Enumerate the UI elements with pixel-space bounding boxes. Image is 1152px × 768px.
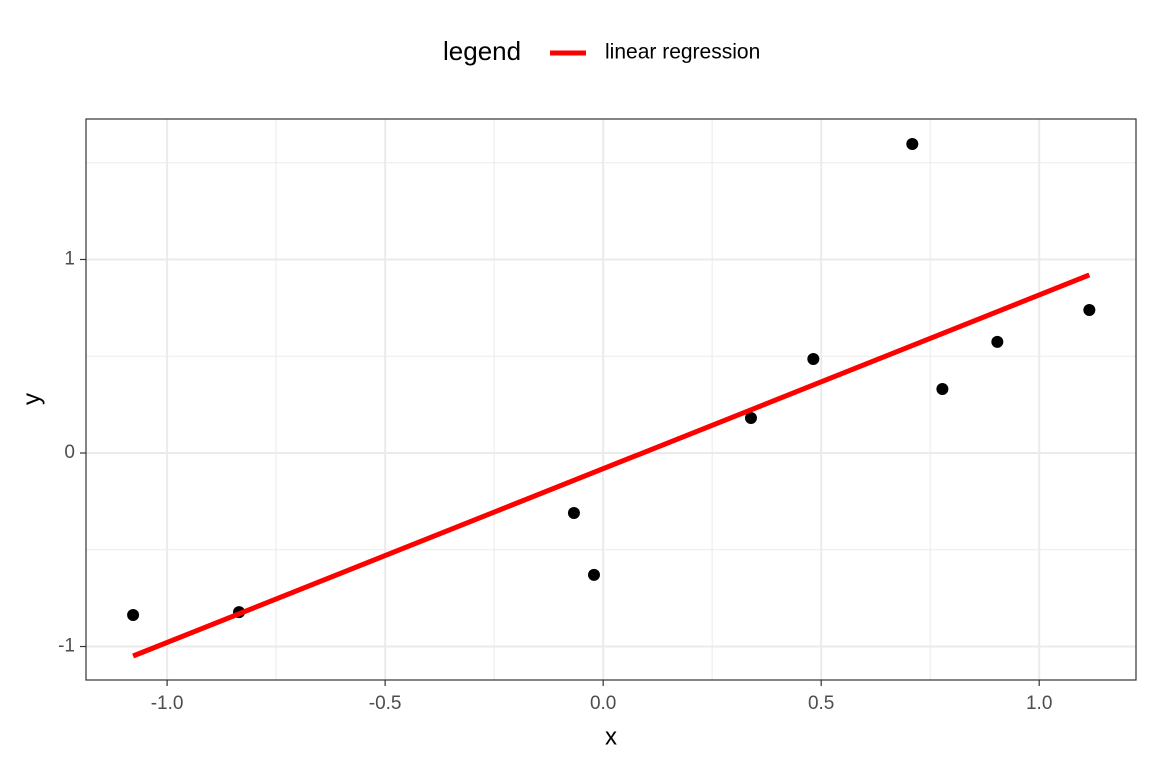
x-tick-label: -1.0 xyxy=(151,693,184,714)
plot-border xyxy=(85,118,1137,681)
point xyxy=(807,352,820,365)
y-tick-label: 0 xyxy=(64,442,75,463)
x-tick-label: 0.0 xyxy=(590,693,616,714)
point xyxy=(991,335,1004,348)
y-tick-label: -1 xyxy=(58,636,75,657)
point xyxy=(587,568,600,581)
x-tick-label: -0.5 xyxy=(369,693,402,714)
x-tick-label: 1.0 xyxy=(1026,693,1052,714)
point xyxy=(744,411,757,424)
x-axis-title: x xyxy=(605,723,617,750)
point xyxy=(1083,303,1096,316)
y-tick-label: 1 xyxy=(64,249,75,270)
x-tick-label: 0.5 xyxy=(808,693,834,714)
regression-line xyxy=(132,272,1091,659)
point xyxy=(906,137,919,150)
point xyxy=(567,506,580,519)
point xyxy=(127,608,140,621)
legend-title: legend xyxy=(443,36,521,66)
legend-label: linear regression xyxy=(605,41,760,64)
y-axis-title: y xyxy=(18,393,45,405)
point xyxy=(936,382,949,395)
